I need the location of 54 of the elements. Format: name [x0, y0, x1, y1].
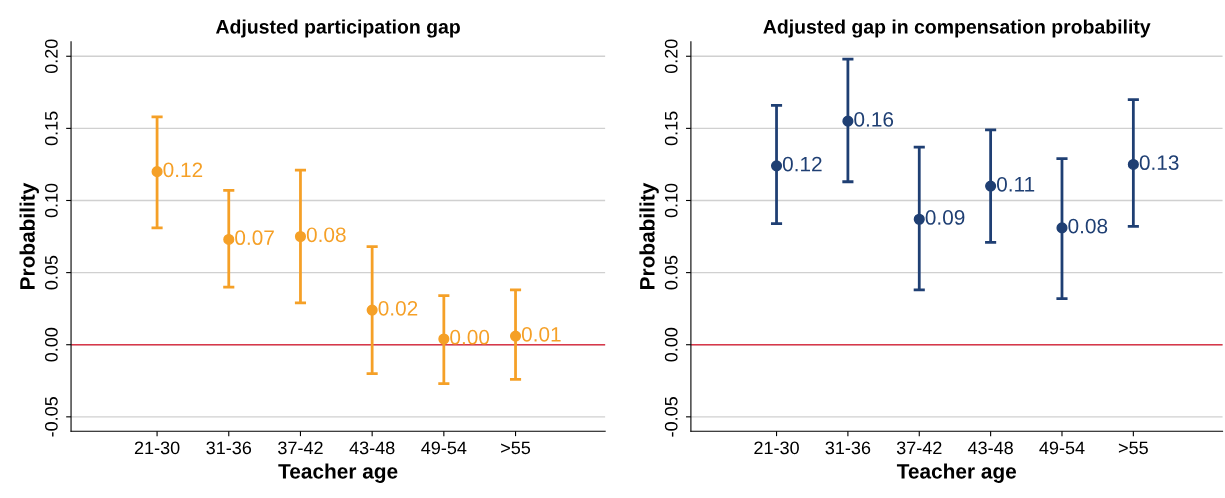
point [913, 213, 925, 225]
x-tick-label: 31-36 [825, 441, 871, 455]
point [151, 166, 163, 178]
chart-title: Adjusted participation gap [215, 19, 460, 38]
point [842, 115, 854, 127]
y-axis-title: Probability [639, 182, 659, 289]
x-tick-label: 43-48 [349, 441, 395, 455]
point [509, 330, 522, 342]
data-label: 0.08 [306, 227, 346, 243]
x-tick-label: 21-30 [134, 441, 180, 455]
y-tick-label: 0.05 [44, 255, 58, 290]
x-tick-label: 37-42 [278, 441, 323, 455]
data-label: 0.16 [854, 112, 894, 127]
data-label: 0.07 [235, 230, 274, 246]
data-label: 0.01 [521, 326, 561, 342]
y-tick-label: 0.15 [664, 111, 678, 146]
data-label: 0.00 [450, 329, 490, 345]
y-tick-label: 0.00 [44, 327, 58, 362]
x-tick-label: 49-54 [421, 441, 467, 455]
x-tick-label: 37-42 [896, 441, 942, 455]
point [294, 230, 307, 243]
x-tick-label: 49-54 [1039, 441, 1085, 455]
x-axis-title: Teacher age [278, 463, 398, 483]
point [770, 160, 783, 172]
data-label: 0.12 [163, 162, 203, 178]
data-label: 0.02 [378, 300, 418, 316]
data-label: 0.12 [782, 156, 822, 172]
x-tick-label: >55 [501, 441, 531, 455]
y-tick-label: 0.00 [664, 327, 678, 362]
x-tick-label: >55 [1118, 441, 1148, 455]
y-tick-label: -0.05 [44, 397, 58, 437]
y-tick-label: 0.20 [44, 39, 58, 74]
x-axis-title: Teacher age [896, 463, 1017, 483]
y-tick-label: -0.05 [664, 397, 678, 437]
y-axis-title: Probability [19, 182, 39, 289]
y-tick-label: 0.10 [664, 183, 678, 218]
point [1127, 158, 1139, 170]
point [223, 233, 235, 245]
chart-title: Adjusted gap in compensation probability [763, 19, 1151, 38]
x-tick-label: 43-48 [967, 441, 1013, 455]
x-tick-label: 21-30 [754, 441, 799, 455]
y-tick-label: 0.15 [44, 111, 58, 146]
data-label: 0.08 [1068, 218, 1108, 234]
x-tick-label: 31-36 [206, 441, 252, 455]
data-label: 0.13 [1139, 155, 1179, 171]
y-tick-label: 0.05 [664, 255, 678, 290]
point [366, 304, 378, 316]
data-label: 0.11 [996, 176, 1035, 192]
point [438, 333, 450, 345]
point [985, 180, 997, 192]
y-tick-label: 0.20 [664, 39, 678, 74]
point [1056, 222, 1068, 234]
data-label: 0.09 [925, 210, 965, 225]
y-tick-label: 0.10 [44, 183, 58, 218]
